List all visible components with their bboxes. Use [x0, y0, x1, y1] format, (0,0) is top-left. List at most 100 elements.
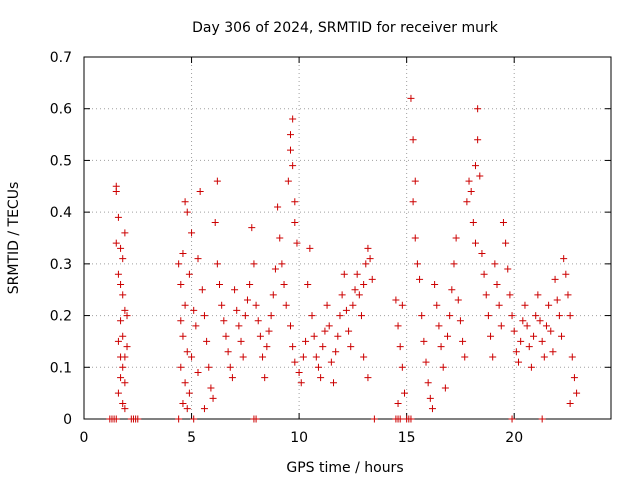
data-point: [560, 255, 568, 263]
data-point: [183, 348, 191, 356]
data-point: [515, 358, 523, 366]
data-point: [250, 260, 258, 268]
data-point: [179, 250, 187, 258]
data-point: [177, 363, 185, 371]
data-point: [398, 363, 406, 371]
data-point: [194, 368, 202, 376]
data-point: [407, 415, 415, 423]
data-point: [340, 270, 348, 278]
data-point: [549, 348, 557, 356]
data-points: [106, 94, 581, 423]
data-point: [394, 322, 402, 330]
data-point: [181, 198, 189, 206]
data-point: [338, 291, 346, 299]
data-point: [211, 218, 219, 226]
data-point: [334, 332, 342, 340]
chart-title: Day 306 of 2024, SRMTID for receiver mur…: [192, 20, 499, 36]
data-point: [265, 327, 273, 335]
data-point: [401, 389, 409, 397]
data-point: [564, 291, 572, 299]
data-point: [394, 399, 402, 407]
data-point: [246, 281, 254, 289]
data-point: [407, 94, 415, 102]
x-tick-label: 15: [398, 430, 416, 446]
data-point: [502, 239, 510, 247]
data-point: [441, 384, 449, 392]
data-point: [422, 358, 430, 366]
data-point: [252, 415, 260, 423]
data-point: [495, 301, 503, 309]
data-point: [413, 260, 421, 268]
data-point: [183, 405, 191, 413]
data-point: [248, 224, 256, 232]
data-point: [304, 281, 312, 289]
data-point: [119, 332, 127, 340]
data-point: [487, 332, 495, 340]
data-point: [181, 379, 189, 387]
data-point: [459, 337, 467, 345]
data-point: [508, 415, 516, 423]
data-point: [411, 177, 419, 185]
data-point: [207, 384, 215, 392]
data-point: [218, 301, 226, 309]
data-point: [426, 394, 434, 402]
data-point: [499, 218, 507, 226]
data-point: [364, 374, 372, 382]
data-point: [175, 415, 183, 423]
data-point: [553, 296, 561, 304]
y-tick-label: 0.6: [50, 102, 72, 118]
data-point: [220, 317, 228, 325]
data-point: [117, 281, 125, 289]
data-point: [177, 281, 185, 289]
y-tick-label: 0.1: [50, 360, 72, 376]
data-point: [478, 250, 486, 258]
data-point: [349, 301, 357, 309]
data-point: [461, 353, 469, 361]
data-point: [327, 358, 335, 366]
data-point: [185, 270, 193, 278]
data-point: [213, 177, 221, 185]
data-point: [181, 301, 189, 309]
x-axis-label: GPS time / hours: [286, 460, 403, 476]
data-point: [289, 115, 297, 123]
data-point: [261, 374, 269, 382]
data-point: [409, 136, 417, 144]
data-point: [474, 136, 482, 144]
data-point: [121, 379, 129, 387]
data-point: [114, 337, 122, 345]
data-point: [366, 255, 374, 263]
data-point: [368, 275, 376, 283]
data-point: [452, 234, 460, 242]
data-point: [179, 332, 187, 340]
y-tick-label: 0.5: [50, 153, 72, 169]
data-point: [357, 312, 365, 320]
data-point: [299, 353, 307, 361]
data-point: [360, 281, 368, 289]
data-point: [302, 337, 310, 345]
data-point: [364, 244, 372, 252]
data-point: [482, 291, 490, 299]
data-point: [336, 312, 344, 320]
data-point: [360, 353, 368, 361]
data-point: [489, 353, 497, 361]
data-point: [117, 317, 125, 325]
data-point: [175, 260, 183, 268]
data-point: [117, 244, 125, 252]
data-point: [231, 286, 239, 294]
grid: [84, 57, 611, 419]
data-point: [188, 353, 196, 361]
data-point: [437, 343, 445, 351]
data-point: [243, 296, 251, 304]
data-point: [121, 229, 129, 237]
data-point: [200, 312, 208, 320]
data-point: [570, 374, 578, 382]
data-point: [471, 162, 479, 170]
data-point: [295, 368, 303, 376]
data-point: [177, 317, 185, 325]
data-point: [134, 415, 142, 423]
data-point: [252, 301, 260, 309]
data-point: [562, 270, 570, 278]
data-point: [411, 234, 419, 242]
data-point: [538, 415, 546, 423]
